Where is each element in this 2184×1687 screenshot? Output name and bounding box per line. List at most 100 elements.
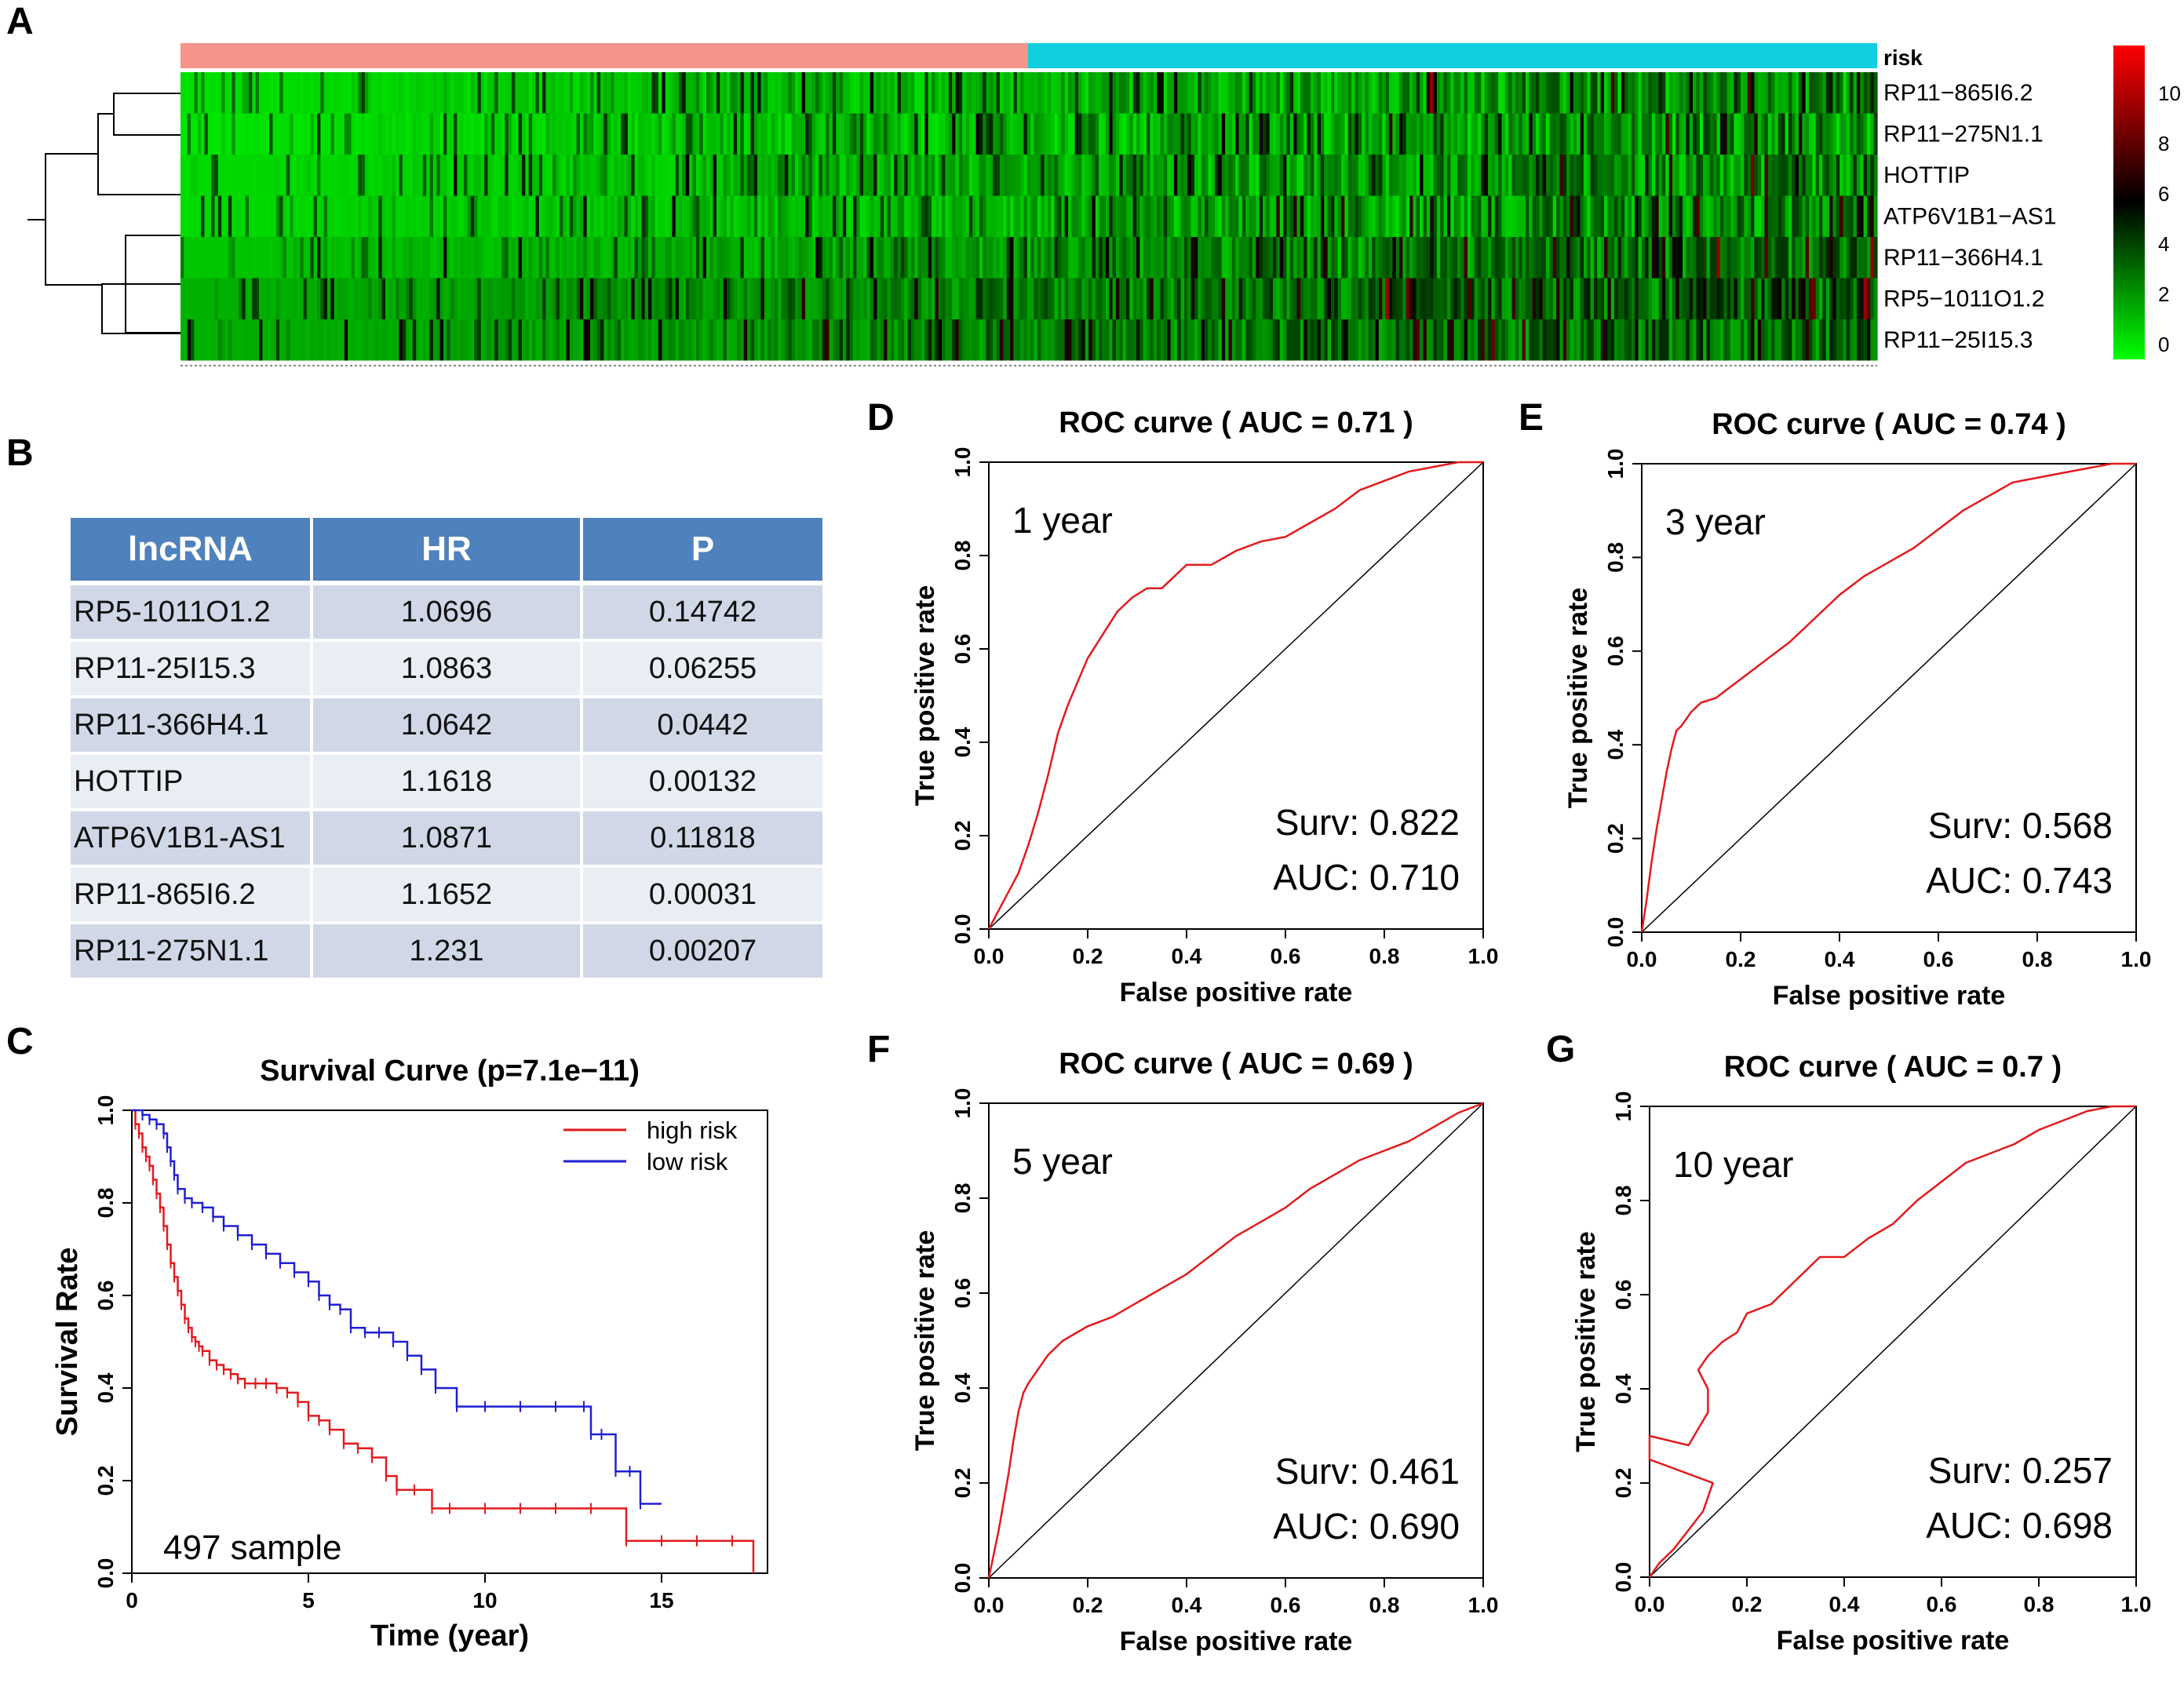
heatmap-cell — [1238, 155, 1243, 196]
heatmap-cell — [716, 237, 720, 279]
heatmap-cell — [979, 237, 983, 279]
heatmap-cell — [221, 113, 226, 155]
heatmap-cell — [699, 113, 704, 155]
gene-label: RP11−366H4.1 — [1883, 245, 2044, 271]
heatmap-cell — [958, 195, 963, 237]
heatmap-cell — [1552, 195, 1557, 237]
heatmap-cell — [296, 278, 301, 319]
heatmap-cell — [1099, 278, 1103, 319]
heatmap-cell — [654, 237, 659, 279]
heatmap-cell — [371, 278, 376, 319]
heatmap-cell — [1402, 155, 1407, 196]
heatmap-cell — [361, 195, 366, 237]
heatmap-cell — [1522, 278, 1526, 319]
heatmap-cell — [361, 72, 366, 114]
heatmap-cell — [184, 72, 188, 114]
heatmap-cell — [552, 278, 557, 319]
heatmap-cell — [1102, 72, 1107, 114]
heatmap-cell — [191, 319, 195, 361]
heatmap-cell — [1225, 319, 1230, 361]
heatmap-cell — [713, 155, 717, 196]
heatmap-cell — [641, 278, 646, 319]
diagonal-reference-line — [988, 461, 1484, 930]
heatmap-cell — [1293, 237, 1298, 279]
heatmap-cell — [269, 72, 274, 114]
table-header-row: lncRNA HR P — [71, 518, 826, 585]
heatmap-cell — [1006, 72, 1011, 114]
heatmap-cell — [1259, 237, 1263, 279]
heatmap-cell — [1139, 195, 1144, 237]
heatmap-cell — [252, 278, 257, 319]
heatmap-cell — [958, 155, 963, 196]
heatmap-cell — [586, 319, 591, 361]
heatmap-cell — [859, 237, 864, 279]
heatmap-cell — [1068, 155, 1072, 196]
heatmap-cell — [1716, 195, 1721, 237]
heatmap-cell — [1587, 237, 1592, 279]
heatmap-cell — [252, 72, 257, 114]
y-tick-label: 0.0 — [1611, 1562, 1635, 1593]
heatmap-cell — [351, 72, 355, 114]
heatmap-cell — [1430, 113, 1435, 155]
legend-label-high-risk: high risk — [647, 1117, 738, 1144]
heatmap-cell — [938, 237, 943, 279]
heatmap-cell — [1228, 113, 1233, 155]
y-tick-label: 1.0 — [1611, 1091, 1635, 1122]
heatmap-cell — [515, 72, 520, 114]
heatmap-cell — [1334, 155, 1339, 196]
heatmap-cell — [1488, 72, 1493, 114]
heatmap-cell — [518, 278, 523, 319]
heatmap-cell — [1228, 195, 1233, 237]
heatmap-cell — [832, 278, 837, 319]
heatmap-cell — [1805, 155, 1810, 196]
heatmap-cell — [1177, 72, 1182, 114]
heatmap-cell — [859, 155, 864, 196]
heatmap-cell — [1573, 155, 1577, 196]
heatmap-cell — [593, 237, 598, 279]
heatmap-cell — [1081, 72, 1086, 114]
heatmap-cell — [1395, 237, 1400, 279]
heatmap-cell — [501, 278, 505, 319]
heatmap-cell — [1744, 113, 1748, 155]
heatmap-cell — [1003, 195, 1008, 237]
heatmap-cell — [644, 72, 649, 114]
heatmap-cell — [1863, 72, 1868, 114]
heatmap-cell — [979, 319, 983, 361]
heatmap-cell — [1614, 113, 1618, 155]
heatmap-cell — [1723, 237, 1728, 279]
heatmap-cell — [829, 155, 833, 196]
heatmap-cell — [1478, 155, 1482, 196]
heatmap-cell — [669, 278, 673, 319]
heatmap-cell — [1378, 72, 1383, 114]
heatmap-cell — [180, 113, 184, 155]
heatmap-cell — [1307, 237, 1311, 279]
heatmap-cell — [1416, 237, 1420, 279]
heatmap-cell — [436, 113, 441, 155]
heatmap-cell — [662, 237, 666, 279]
heatmap-cell — [935, 319, 939, 361]
heatmap-cell — [1651, 195, 1656, 237]
heatmap-cell — [771, 113, 775, 155]
heatmap-cell — [490, 72, 495, 114]
heatmap-cell — [1686, 278, 1690, 319]
heatmap-cell — [1201, 72, 1205, 114]
heatmap-cell — [1850, 319, 1854, 361]
heatmap-cell — [948, 319, 953, 361]
heatmap-cell — [1071, 237, 1076, 279]
heatmap-cell — [1846, 155, 1850, 196]
heatmap-cell — [1041, 72, 1045, 114]
heatmap-cell — [1494, 195, 1499, 237]
heatmap-cell — [774, 155, 778, 196]
heatmap-cell — [965, 155, 970, 196]
heatmap-cell — [1709, 237, 1714, 279]
heatmap-cell — [801, 237, 806, 279]
heatmap-cell — [242, 155, 246, 196]
heatmap-cell — [464, 195, 469, 237]
heatmap-cell — [1641, 278, 1646, 319]
heatmap-cell — [1829, 113, 1834, 155]
heatmap-cell — [180, 195, 184, 237]
heatmap-cell — [989, 237, 994, 279]
heatmap-cell — [522, 113, 526, 155]
heatmap-cell — [464, 113, 469, 155]
heatmap-cell — [658, 195, 662, 237]
